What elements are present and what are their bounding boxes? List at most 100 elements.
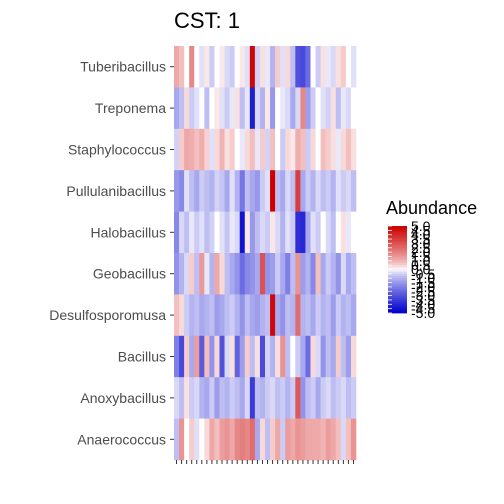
heatmap-cell — [295, 128, 301, 171]
heatmap-cell — [179, 128, 185, 171]
heatmap-cell — [204, 170, 210, 212]
heatmap-cell — [209, 87, 215, 130]
heatmap-cell — [270, 335, 276, 378]
heatmap-cell — [224, 211, 230, 254]
heatmap-cell — [209, 418, 215, 461]
heatmap-cell — [305, 87, 311, 130]
heatmap-cell — [179, 253, 185, 295]
heatmap-cell — [229, 294, 235, 337]
legend-swatch — [388, 265, 407, 268]
heatmap-cell — [204, 294, 210, 337]
heatmap-cell — [219, 294, 225, 337]
legend-break-label: -2.0 — [411, 279, 435, 295]
heatmap-cell — [280, 418, 286, 461]
heatmap-cell — [315, 87, 321, 130]
row-label: Staphylococcus — [68, 142, 166, 158]
heatmap-cell — [340, 294, 347, 337]
heatmap-cell — [305, 335, 311, 378]
legend-swatch — [388, 297, 407, 301]
heatmap-cell — [350, 170, 357, 212]
heatmap-cell — [325, 418, 332, 461]
heatmap-cell — [254, 170, 261, 212]
legend-break-label: 2.5 — [411, 240, 431, 256]
heatmap-cell — [325, 335, 332, 378]
heatmap-cell — [254, 418, 261, 461]
legend-swatch — [388, 271, 407, 275]
heatmap-cell — [249, 418, 256, 461]
heatmap-cell — [310, 87, 316, 130]
legend-swatch — [388, 306, 407, 310]
heatmap-cell — [315, 377, 321, 419]
heatmap-cell — [330, 170, 337, 212]
legend-break-label: -0.5 — [411, 266, 435, 282]
heatmap-cell — [214, 87, 220, 130]
heatmap-cell — [295, 46, 301, 88]
heatmap-cell — [345, 377, 352, 419]
heatmap-cell — [280, 211, 286, 254]
heatmap-cell — [204, 377, 210, 419]
heatmap-cell — [310, 294, 316, 337]
row-label: Bacillus — [118, 349, 166, 365]
heatmap-cell — [239, 294, 246, 337]
heatmap-cell — [234, 170, 241, 212]
heatmap-cell — [179, 418, 185, 461]
legend-swatch — [388, 269, 407, 273]
legend-break-label: -3.0 — [411, 288, 435, 304]
legend-break-label: 0.0 — [411, 262, 431, 278]
legend-swatch — [388, 236, 407, 240]
legend-swatch — [388, 273, 407, 277]
heatmap-cell — [295, 170, 301, 212]
legend-swatch — [388, 226, 407, 229]
heatmap-cell — [285, 253, 291, 295]
heatmap-cell — [265, 46, 271, 88]
heatmap-cell — [350, 418, 357, 461]
row-label: Desulfosporomusa — [49, 307, 166, 323]
heatmap-cell — [189, 294, 195, 337]
legend-swatch — [388, 249, 407, 253]
legend-swatch — [388, 247, 407, 251]
heatmap-cell — [219, 170, 225, 212]
heatmap-cell — [265, 128, 271, 171]
legend-break-label: -4.0 — [411, 296, 435, 312]
heatmap-cell — [275, 253, 281, 295]
legend-swatch — [388, 254, 407, 257]
heatmap-cell — [275, 377, 281, 419]
heatmap-cell — [189, 87, 195, 130]
heatmap-cell — [204, 418, 210, 461]
heatmap-cell — [209, 377, 215, 419]
heatmap-cell — [305, 46, 311, 88]
heatmap-cell — [335, 46, 342, 88]
heatmap-cell — [310, 335, 316, 378]
heatmap-cell — [239, 87, 246, 130]
heatmap-cell — [330, 335, 337, 378]
heatmap-cell — [310, 418, 316, 461]
heatmap-cell — [290, 335, 296, 378]
heatmap-cell — [224, 294, 230, 337]
heatmap-cell — [285, 211, 291, 254]
heatmap-cell — [350, 87, 357, 130]
heatmap-cell — [224, 253, 230, 295]
heatmap-cell — [335, 418, 342, 461]
heatmap-cell — [320, 335, 326, 378]
heatmap-cell — [259, 335, 266, 378]
heatmap-cell — [330, 377, 337, 419]
heatmap-cell — [340, 418, 347, 461]
heatmap-cell — [219, 128, 225, 171]
legend-swatch — [388, 276, 407, 279]
heatmap-cell — [340, 377, 347, 419]
heatmap-cell — [300, 87, 306, 130]
heatmap-cell — [315, 294, 321, 337]
heatmap-cell — [214, 253, 220, 295]
heatmap-cell — [234, 294, 241, 337]
heatmap-cell — [254, 128, 261, 171]
legend-swatch — [388, 258, 407, 262]
heatmap-cell — [275, 87, 281, 130]
heatmap-cell — [315, 211, 321, 254]
heatmap-cell — [189, 170, 195, 212]
heatmap-cell — [315, 335, 321, 378]
heatmap-cell — [310, 46, 316, 88]
heatmap-cell — [290, 211, 296, 254]
heatmap-cell — [224, 128, 230, 171]
heatmap-cell — [290, 294, 296, 337]
heatmap-cell — [335, 335, 342, 378]
